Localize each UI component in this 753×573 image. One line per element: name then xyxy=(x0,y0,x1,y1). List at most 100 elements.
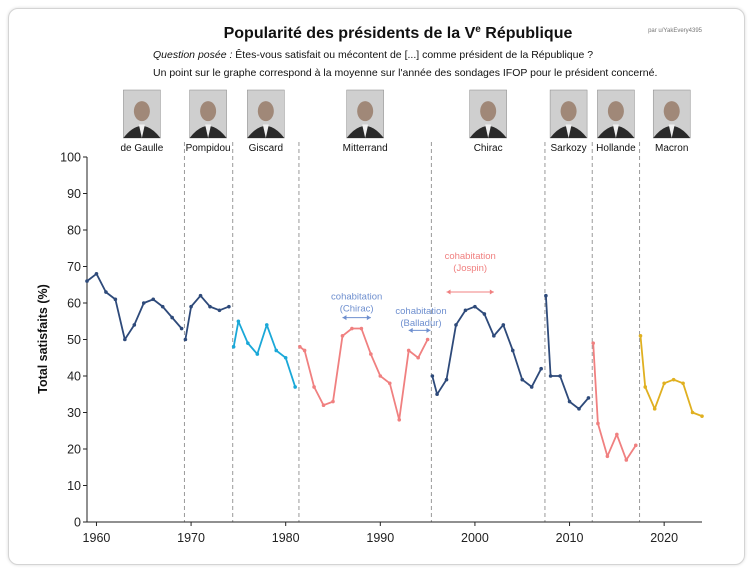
data-point xyxy=(302,348,307,353)
data-point xyxy=(264,323,269,327)
x-tick-label: 2000 xyxy=(461,531,489,545)
cohabitation-annotations: cohabitation(Chirac) cohabitation(Balladu… xyxy=(331,251,496,333)
portrait-sarkozy: Sarkozy xyxy=(549,89,588,154)
data-point xyxy=(189,304,193,309)
data-point xyxy=(430,374,435,378)
portrait-shirt xyxy=(668,124,675,138)
series-de-gaulle xyxy=(85,272,184,342)
president-name: de Gaulle xyxy=(120,143,163,154)
data-point xyxy=(183,337,188,342)
annotation: cohabitation(Jospin) xyxy=(445,251,496,295)
president-name: Sarkozy xyxy=(551,143,587,154)
y-tick-label: 100 xyxy=(60,151,81,165)
series-line xyxy=(86,272,183,341)
data-point xyxy=(104,290,108,294)
y-tick-label: 60 xyxy=(67,297,81,311)
president-name: Mitterrand xyxy=(343,143,388,154)
data-point xyxy=(591,341,595,345)
portrait-shirt xyxy=(262,124,269,138)
portrait-macron: Macron xyxy=(652,89,691,154)
y-tick-label: 90 xyxy=(67,187,81,201)
data-point xyxy=(208,304,212,309)
data-point xyxy=(321,403,326,408)
credit-text: par u/YakEvery4395 xyxy=(648,28,703,34)
data-point xyxy=(283,355,288,360)
data-point xyxy=(231,345,236,349)
annotation-arrowhead-right xyxy=(426,327,431,333)
data-point xyxy=(217,308,222,313)
series-line xyxy=(232,320,297,388)
series-hollande xyxy=(591,341,638,462)
portrait-giscard: Giscard xyxy=(247,89,285,154)
series-macron xyxy=(638,334,704,418)
data-point xyxy=(586,396,591,400)
y-tick-label: 0 xyxy=(74,516,81,530)
annotation-arrowhead-left xyxy=(342,315,347,321)
portrait-shirt xyxy=(362,124,369,138)
data-point xyxy=(416,355,420,360)
data-point xyxy=(369,352,373,356)
data-point xyxy=(482,312,487,316)
series-chirac xyxy=(430,304,543,397)
data-point xyxy=(605,454,610,459)
annotation-text: (Jospin) xyxy=(453,263,487,274)
president-name: Hollande xyxy=(596,143,636,154)
annotation-arrowhead-left xyxy=(408,327,413,333)
portrait-mitterrand: Mitterrand xyxy=(343,89,388,154)
annotation-text: cohabitation xyxy=(445,251,496,262)
series-line xyxy=(592,343,637,461)
x-tick-label: 2020 xyxy=(650,531,678,545)
y-tick-label: 10 xyxy=(67,479,81,493)
data-point xyxy=(397,418,402,422)
y-tick-label: 40 xyxy=(67,370,81,384)
data-point xyxy=(558,374,562,378)
subtitle-method: Un point sur le graphe correspond à la m… xyxy=(153,67,657,79)
subtitle-question: Question posée : Êtes-vous satisfait ou … xyxy=(153,48,593,61)
x-tick-label: 1960 xyxy=(83,531,111,545)
series-line xyxy=(299,327,429,421)
data-point xyxy=(544,293,548,298)
data-point xyxy=(492,334,496,338)
president-name: Macron xyxy=(655,143,688,154)
portrait-face xyxy=(200,101,217,122)
data-point xyxy=(425,337,430,342)
x-tick-label: 1980 xyxy=(272,531,300,545)
data-point xyxy=(85,279,89,283)
annotation-text: (Chirac) xyxy=(340,303,374,314)
data-point xyxy=(132,323,137,327)
data-point xyxy=(510,348,515,353)
data-point xyxy=(529,385,534,389)
annotation: cohabitation(Balladur) xyxy=(395,306,447,333)
president-name: Pompidou xyxy=(186,143,231,154)
y-tick-label: 50 xyxy=(67,333,81,347)
data-point xyxy=(577,407,581,411)
series-giscard xyxy=(231,319,297,389)
portrait-face xyxy=(480,101,497,122)
data-point xyxy=(690,410,695,415)
data-point xyxy=(387,381,392,386)
x-tick-label: 2010 xyxy=(556,531,584,545)
data-point xyxy=(633,443,638,448)
y-tick-label: 30 xyxy=(67,406,81,420)
series-line xyxy=(184,294,230,340)
data-point xyxy=(331,399,335,404)
data-point xyxy=(350,326,354,331)
y-tick-label: 80 xyxy=(67,224,81,238)
portrait-de-gaulle: de Gaulle xyxy=(120,89,164,154)
annotation-arrowhead-left xyxy=(446,289,451,295)
data-point xyxy=(141,301,146,305)
president-portraits: de Gaulle Pompidou Giscard Mitterrand Chirac… xyxy=(120,89,691,154)
series-line xyxy=(431,305,542,396)
data-point xyxy=(444,377,449,382)
data-point xyxy=(596,421,600,426)
annotation: cohabitation(Chirac) xyxy=(331,291,382,321)
portrait-face xyxy=(560,101,577,122)
data-point xyxy=(255,352,260,356)
series-line xyxy=(639,335,703,417)
president-name: Chirac xyxy=(474,143,503,154)
y-axis-label: Total satisfaits (%) xyxy=(36,284,50,394)
portrait-shirt xyxy=(138,124,145,138)
data-point xyxy=(681,381,685,386)
data-point xyxy=(700,414,704,418)
